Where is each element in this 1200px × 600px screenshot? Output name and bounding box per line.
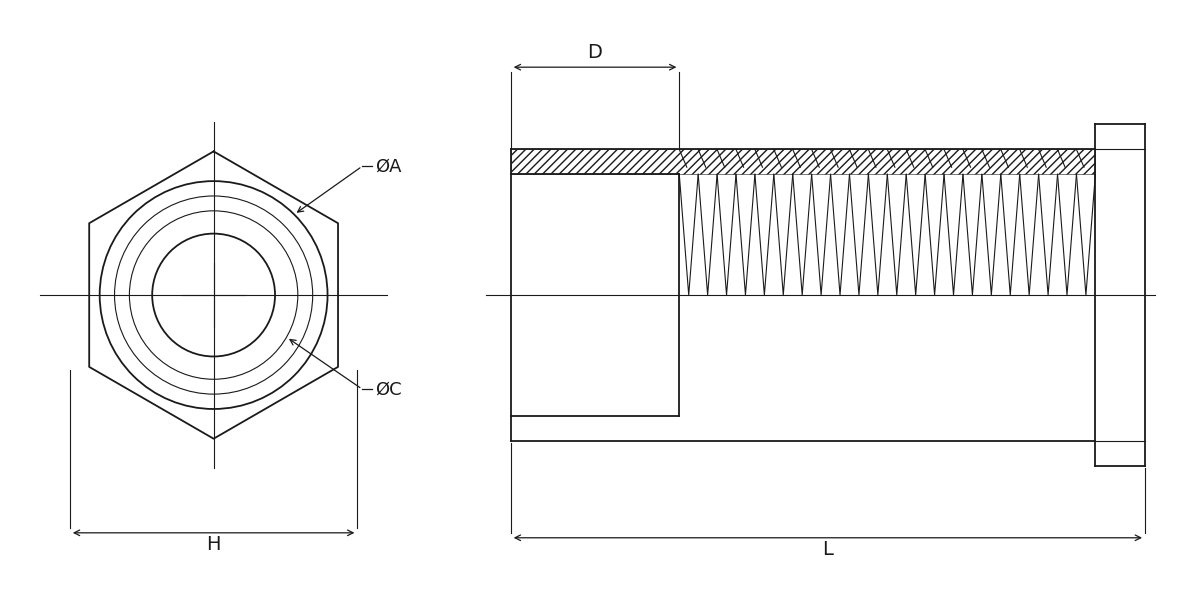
- Text: D: D: [588, 43, 602, 62]
- Text: ØA: ØA: [376, 157, 402, 175]
- Text: H: H: [206, 535, 221, 554]
- Bar: [511, 149, 1096, 174]
- Text: L: L: [822, 540, 833, 559]
- Text: ØC: ØC: [376, 380, 402, 398]
